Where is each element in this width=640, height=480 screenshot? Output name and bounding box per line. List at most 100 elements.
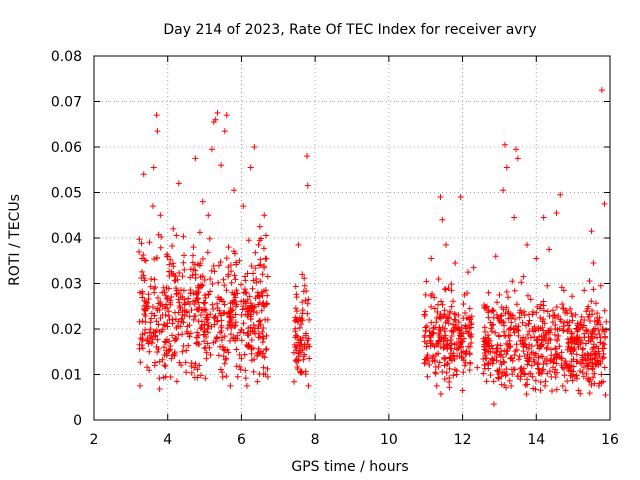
data-point — [428, 303, 435, 310]
data-point — [498, 312, 505, 319]
data-point — [236, 363, 243, 370]
data-point — [540, 214, 547, 221]
data-point — [136, 236, 143, 243]
data-point — [435, 338, 442, 345]
data-point — [159, 356, 166, 363]
data-point — [298, 316, 305, 323]
data-point — [516, 314, 523, 321]
data-point — [215, 279, 222, 286]
data-point — [214, 318, 221, 325]
data-point — [304, 337, 311, 344]
data-point — [212, 116, 219, 123]
data-point — [577, 319, 584, 326]
data-point — [466, 316, 473, 323]
x-axis-label: GPS time / hours — [291, 459, 408, 475]
data-point — [151, 289, 158, 296]
data-point — [549, 307, 556, 314]
data-point — [243, 382, 250, 389]
data-point — [189, 252, 196, 259]
data-point — [146, 338, 153, 345]
data-point — [553, 360, 560, 367]
data-point — [442, 286, 449, 293]
data-point — [549, 387, 556, 394]
data-point — [201, 307, 208, 314]
data-point — [165, 308, 172, 315]
data-point — [572, 311, 579, 318]
data-point — [585, 360, 592, 367]
data-point — [138, 255, 145, 262]
data-point — [523, 391, 530, 398]
data-point — [541, 334, 548, 341]
data-point — [304, 310, 311, 317]
data-point — [592, 325, 599, 332]
data-point — [217, 366, 224, 373]
data-point — [466, 305, 473, 312]
data-point — [524, 292, 531, 299]
data-point — [455, 312, 462, 319]
data-point — [422, 308, 429, 315]
data-point — [444, 360, 451, 367]
data-point — [156, 306, 163, 313]
data-point — [234, 290, 241, 297]
data-point — [439, 324, 446, 331]
data-point — [228, 268, 235, 275]
data-point — [579, 352, 586, 359]
data-point — [257, 317, 264, 324]
data-point — [465, 269, 472, 276]
data-point — [446, 365, 453, 372]
data-point — [137, 382, 144, 389]
data-point — [199, 198, 206, 205]
data-point — [427, 332, 434, 339]
data-point — [490, 401, 497, 408]
data-point — [302, 371, 309, 378]
x-tick-label: 16 — [601, 432, 619, 448]
data-point — [165, 347, 172, 354]
data-point — [453, 367, 460, 374]
data-point — [488, 325, 495, 332]
data-point — [564, 328, 571, 335]
data-point — [567, 305, 574, 312]
data-point — [589, 366, 596, 373]
data-point — [591, 370, 598, 377]
data-point — [225, 271, 232, 278]
data-point — [232, 319, 239, 326]
data-point — [461, 291, 468, 298]
data-point — [456, 326, 463, 333]
data-point — [172, 309, 179, 316]
data-point — [598, 87, 605, 94]
data-point — [506, 377, 513, 384]
data-point — [594, 357, 601, 364]
data-point — [460, 300, 467, 307]
data-point — [422, 291, 429, 298]
data-point — [223, 373, 230, 380]
data-point — [442, 332, 449, 339]
data-point — [221, 301, 228, 308]
data-point — [261, 263, 268, 270]
data-point — [445, 314, 452, 321]
data-point — [178, 318, 185, 325]
data-point — [571, 373, 578, 380]
data-point — [528, 343, 535, 350]
data-point — [154, 348, 161, 355]
data-point — [259, 328, 266, 335]
data-point — [559, 355, 566, 362]
data-point — [444, 315, 451, 322]
data-point — [241, 286, 248, 293]
data-point — [163, 352, 170, 359]
data-point — [256, 334, 263, 341]
x-tick-label: 12 — [454, 432, 472, 448]
data-point — [448, 345, 455, 352]
data-point — [156, 386, 163, 393]
data-point — [214, 300, 221, 307]
data-point — [142, 313, 149, 320]
data-point — [243, 342, 250, 349]
data-point — [212, 338, 219, 345]
data-point — [292, 325, 299, 332]
data-point — [432, 370, 439, 377]
data-point — [220, 344, 226, 351]
data-point — [236, 257, 243, 264]
data-point — [230, 248, 237, 255]
data-point — [164, 295, 171, 302]
data-point — [602, 333, 609, 340]
data-point — [538, 370, 545, 377]
